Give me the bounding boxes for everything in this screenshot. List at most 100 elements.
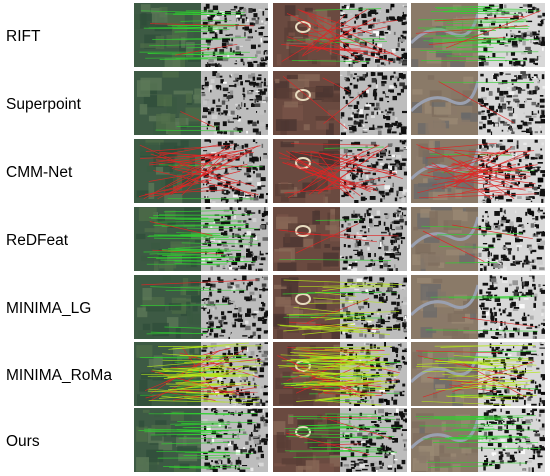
match-line bbox=[175, 43, 238, 56]
match-line bbox=[438, 81, 515, 124]
match-line bbox=[434, 16, 525, 22]
match-line bbox=[418, 18, 527, 21]
match-line bbox=[286, 436, 384, 439]
match-line bbox=[297, 145, 379, 182]
match-line bbox=[180, 233, 220, 235]
match-line bbox=[184, 397, 261, 399]
match-visualization-crater bbox=[273, 71, 407, 135]
match-line bbox=[138, 170, 241, 197]
match-line bbox=[303, 375, 399, 383]
match-line bbox=[325, 168, 371, 174]
match-line bbox=[447, 155, 515, 199]
match-line bbox=[187, 347, 231, 360]
match-line bbox=[297, 9, 372, 35]
match-line bbox=[450, 185, 503, 194]
match-line bbox=[161, 390, 216, 401]
match-line bbox=[281, 360, 387, 363]
match-visualization-farmland bbox=[134, 342, 268, 406]
match-line bbox=[170, 423, 219, 425]
match-line bbox=[453, 146, 513, 188]
match-line bbox=[278, 362, 364, 368]
match-line bbox=[184, 426, 212, 429]
match-line bbox=[186, 153, 213, 158]
match-visualization-urban bbox=[411, 342, 545, 406]
match-line bbox=[459, 13, 519, 15]
match-line bbox=[308, 302, 362, 304]
match-line bbox=[425, 329, 538, 332]
match-line bbox=[439, 379, 515, 384]
match-line bbox=[177, 421, 258, 423]
match-line bbox=[169, 382, 252, 388]
match-line bbox=[435, 384, 521, 391]
match-line bbox=[288, 321, 379, 331]
match-line bbox=[437, 186, 534, 196]
match-line bbox=[452, 376, 496, 393]
match-line bbox=[314, 291, 357, 297]
match-line bbox=[318, 393, 366, 400]
match-line bbox=[437, 233, 523, 236]
match-line bbox=[162, 353, 224, 359]
match-line bbox=[306, 298, 370, 324]
match-line bbox=[456, 358, 529, 363]
method-label: Superpoint bbox=[6, 96, 81, 113]
match-line bbox=[296, 19, 358, 58]
match-line bbox=[144, 189, 225, 195]
match-line bbox=[152, 249, 224, 255]
match-line bbox=[427, 151, 501, 174]
match-line bbox=[168, 248, 242, 251]
match-line bbox=[453, 354, 502, 360]
match-line bbox=[175, 382, 260, 387]
match-line bbox=[179, 352, 260, 378]
match-line bbox=[315, 8, 382, 11]
match-line bbox=[162, 248, 221, 251]
match-line bbox=[302, 14, 346, 56]
match-line bbox=[427, 465, 495, 468]
match-line bbox=[452, 224, 533, 240]
match-line bbox=[324, 417, 378, 419]
match-line bbox=[300, 151, 377, 159]
match-line bbox=[424, 167, 536, 185]
match-visualization-crater bbox=[273, 139, 407, 203]
match-line bbox=[171, 145, 261, 169]
match-line bbox=[148, 388, 227, 395]
match-line bbox=[445, 395, 519, 401]
match-visualization-crater bbox=[273, 408, 407, 472]
match-line bbox=[147, 390, 236, 395]
match-line bbox=[436, 8, 527, 10]
match-line bbox=[422, 437, 500, 440]
match-line bbox=[447, 394, 487, 397]
match-line bbox=[185, 28, 222, 30]
match-line bbox=[420, 174, 526, 191]
match-line bbox=[174, 423, 225, 426]
match-line bbox=[164, 326, 223, 330]
match-line bbox=[284, 184, 385, 194]
match-line bbox=[441, 423, 532, 426]
match-line bbox=[315, 400, 382, 406]
match-line bbox=[433, 142, 497, 149]
match-line bbox=[323, 86, 371, 124]
match-line bbox=[178, 437, 241, 440]
match-line bbox=[180, 111, 215, 128]
match-line bbox=[156, 257, 226, 259]
match-line bbox=[444, 38, 539, 42]
match-line bbox=[429, 51, 539, 53]
match-line bbox=[157, 151, 251, 200]
match-line bbox=[279, 325, 361, 333]
match-line bbox=[295, 223, 359, 254]
match-line bbox=[180, 19, 228, 22]
match-line bbox=[180, 146, 228, 187]
match-line bbox=[150, 23, 254, 27]
match-line bbox=[144, 428, 212, 431]
match-line bbox=[289, 314, 371, 316]
match-line bbox=[420, 50, 493, 52]
match-line bbox=[417, 417, 500, 420]
match-line bbox=[296, 394, 376, 402]
match-line bbox=[300, 368, 387, 371]
match-line bbox=[278, 229, 378, 243]
match-line bbox=[304, 370, 373, 377]
match-line bbox=[290, 352, 373, 359]
match-line bbox=[446, 55, 506, 59]
match-line bbox=[453, 42, 511, 45]
match-line bbox=[434, 164, 538, 181]
match-line bbox=[286, 311, 400, 316]
